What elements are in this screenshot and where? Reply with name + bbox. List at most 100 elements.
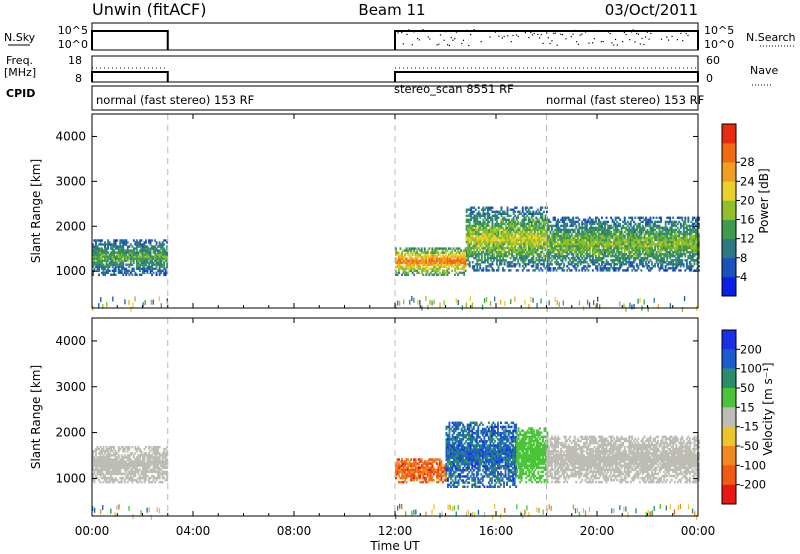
echo-cell — [130, 307, 132, 312]
echo-cell — [515, 238, 518, 242]
echo-cell — [496, 232, 498, 236]
echo-cell — [500, 263, 503, 266]
echo-cell — [666, 255, 669, 258]
echo-cell — [93, 245, 96, 248]
echo-cell — [486, 251, 489, 254]
echo-cell — [479, 265, 482, 268]
echo-cell — [142, 263, 144, 266]
echo-cell — [443, 273, 446, 276]
echo-cell — [579, 244, 582, 248]
echo-cell — [566, 248, 569, 252]
echo-cell — [691, 255, 694, 258]
echo-cell — [105, 249, 108, 252]
echo-cell — [676, 261, 679, 264]
echo-cell — [569, 248, 572, 252]
echo-cell — [595, 259, 597, 262]
echo-cell — [641, 228, 644, 232]
echo-cell — [616, 236, 619, 240]
echo-cell — [113, 249, 116, 252]
echo-cell — [148, 251, 150, 254]
echo-cell — [499, 226, 501, 230]
echo-cell — [667, 246, 670, 250]
nave-tick-top: 60 — [706, 54, 720, 67]
echo-cell — [108, 454, 111, 457]
echo-cell — [457, 273, 459, 276]
echo-cell — [520, 244, 523, 248]
echo-cell — [652, 251, 655, 254]
echo-cell — [685, 228, 688, 232]
echo-cell — [655, 253, 658, 256]
echo-cell — [619, 265, 622, 268]
echo-cell — [591, 236, 594, 240]
echo-cell — [467, 255, 470, 258]
echo-cell — [111, 249, 114, 252]
echo-cell — [517, 251, 520, 254]
echo-cell — [623, 263, 626, 266]
echo-cell — [413, 249, 416, 252]
echo-cell — [416, 271, 419, 274]
echo-cell — [143, 251, 146, 254]
echo-cell — [128, 460, 131, 463]
echo-cell — [113, 452, 116, 455]
echo-cell — [681, 218, 684, 221]
echo-cell — [142, 251, 144, 254]
echo-cell — [143, 255, 146, 258]
echo-cell — [622, 263, 625, 266]
echo-cell — [500, 261, 503, 264]
echo-cell — [538, 220, 541, 224]
echo-cell — [596, 230, 599, 234]
echo-cell — [564, 246, 567, 250]
echo-cell — [572, 244, 575, 248]
echo-cell — [491, 251, 494, 254]
echo-cell — [126, 249, 129, 252]
echo-cell — [465, 248, 468, 252]
echo-cell — [664, 228, 667, 232]
echo-cell — [511, 222, 513, 226]
echo-cell — [561, 269, 564, 272]
echo-cell — [431, 261, 434, 264]
echo-cell — [468, 234, 471, 238]
echo-cell — [496, 238, 498, 242]
echo-cell — [595, 220, 597, 224]
echo-cell — [691, 242, 694, 246]
echo-cell — [431, 249, 434, 252]
echo-cell — [591, 261, 594, 264]
echo-cell — [420, 247, 423, 250]
echo-cell — [486, 236, 489, 240]
echo-cell — [595, 232, 597, 236]
echo-cell — [544, 214, 547, 217]
echo-cell — [611, 242, 614, 246]
echo-cell — [489, 206, 492, 209]
echo-cell — [135, 480, 138, 484]
echo-cell — [631, 238, 634, 242]
echo-cell — [585, 255, 588, 258]
echo-cell — [535, 253, 538, 256]
echo-cell — [431, 255, 434, 258]
echo-cell — [101, 253, 103, 256]
echo-cell — [119, 249, 122, 252]
echo-cell — [497, 248, 500, 252]
echo-cell — [515, 240, 518, 244]
echo-cell — [584, 230, 587, 234]
nsearch-point — [473, 29, 475, 31]
echo-cell — [119, 466, 122, 469]
nsearch-point — [547, 37, 549, 39]
echo-cell — [152, 255, 155, 258]
echo-cell — [614, 269, 617, 272]
echo-cell — [634, 251, 637, 254]
echo-cell — [111, 255, 114, 258]
echo-cell — [448, 257, 450, 260]
echo-cell — [404, 267, 406, 270]
echo-cell — [98, 456, 100, 459]
echo-cell — [595, 242, 597, 246]
echo-cell — [549, 244, 552, 248]
echo-cell — [666, 246, 669, 250]
echo-cell — [134, 445, 137, 449]
echo-cell — [652, 230, 655, 234]
echo-cell — [426, 261, 429, 264]
echo-cell — [491, 263, 494, 266]
echo-cell — [653, 297, 655, 303]
echo-cell — [657, 265, 659, 268]
echo-cell — [480, 255, 483, 258]
echo-cell — [676, 230, 679, 234]
